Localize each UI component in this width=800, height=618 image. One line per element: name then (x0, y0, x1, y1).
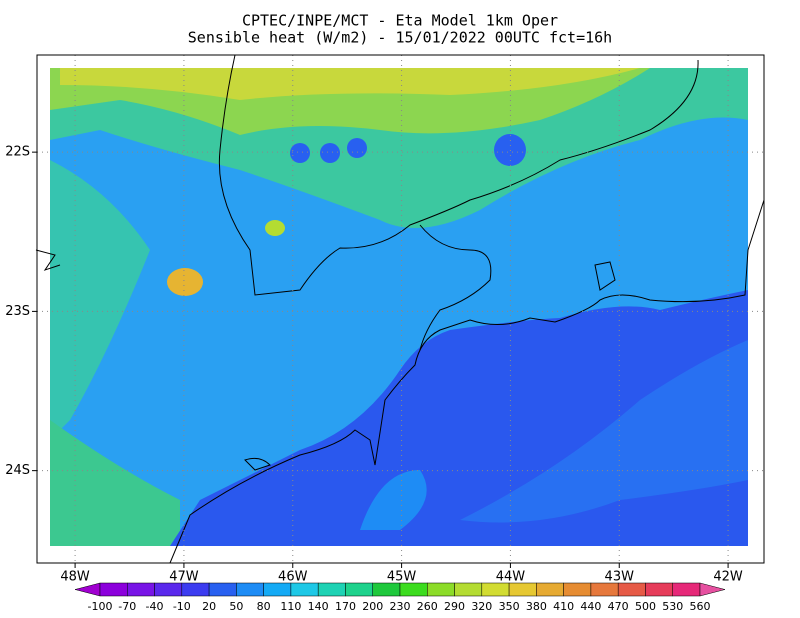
hotspot (265, 220, 285, 236)
coolspot (347, 138, 367, 158)
colorbar-box (372, 582, 401, 597)
lat-label: 23S (5, 304, 30, 319)
colorbar-box (154, 582, 183, 597)
colorbar-label: -70 (118, 600, 136, 613)
colorbar-box (427, 582, 455, 597)
colorbar-box (508, 582, 537, 597)
colorbar-box (672, 582, 701, 597)
hottest-band (60, 68, 640, 100)
colorbar-box (290, 582, 319, 597)
colorbar-label: 500 (635, 600, 656, 613)
lon-label: 47W (169, 570, 199, 585)
colorbar-label: 110 (280, 600, 301, 613)
colorbar-label: 530 (662, 600, 683, 613)
colorbar-label: 560 (690, 600, 711, 613)
colorbar-box (617, 582, 646, 597)
colorbar-end (699, 582, 726, 597)
colorbar-label: 260 (417, 600, 438, 613)
title-line: CPTEC/INPE/MCT - Eta Model 1km Oper (242, 12, 558, 30)
lon-label: 43W (605, 570, 635, 585)
southwest-warm (50, 420, 180, 546)
colorbar-label: 140 (308, 600, 329, 613)
colorbar-label: -40 (146, 600, 164, 613)
colorbar-label: 20 (202, 600, 216, 613)
lon-label: 48W (60, 570, 90, 585)
colorbar-box (645, 582, 673, 597)
lat-label: 22S (5, 145, 30, 160)
colorbar-label: 350 (499, 600, 520, 613)
colorbar-box (127, 582, 155, 597)
coastlines (35, 54, 765, 564)
colorbar-label: 230 (390, 600, 411, 613)
colorbar-label: 440 (580, 600, 601, 613)
hotspot (167, 268, 203, 296)
title-line: Sensible heat (W/m2) - 15/01/2022 00UTC … (188, 29, 612, 47)
colorbar-label: 290 (444, 600, 465, 613)
colorbar-label: -10 (173, 600, 191, 613)
colorbar-box (563, 582, 592, 597)
colorbar-label: 170 (335, 600, 356, 613)
colorbar-box (345, 582, 373, 597)
colorbar-box (263, 582, 292, 597)
colorbar-box (536, 582, 564, 597)
colorbar-box (208, 582, 237, 597)
coolspot (320, 143, 340, 163)
colorbar-label: 410 (553, 600, 574, 613)
lon-label: 46W (278, 570, 308, 585)
colorbar-box (481, 582, 510, 597)
colorbar-box (399, 582, 428, 597)
colorbar-box (590, 582, 619, 597)
colorbar-box (181, 582, 210, 597)
field (50, 68, 748, 546)
colorbar-label: 470 (608, 600, 629, 613)
ocean-warm (460, 340, 748, 523)
colorbar-box (236, 582, 264, 597)
colorbar-label: -100 (88, 600, 113, 613)
lat-label: 24S (5, 463, 30, 478)
map-frame (36, 54, 765, 564)
colorbar-end (74, 582, 101, 597)
colorbar-box (454, 582, 483, 597)
lon-label: 44W (496, 570, 526, 585)
colorbar-label: 320 (471, 600, 492, 613)
lon-label: 45W (387, 570, 417, 585)
colorbar-box (317, 582, 346, 597)
lon-label: 42W (713, 570, 743, 585)
ocean-warm (360, 470, 427, 530)
coolspot (290, 143, 310, 163)
colorbar-label: 50 (229, 600, 243, 613)
colorbar-label: 200 (362, 600, 383, 613)
colorbar-label: 380 (526, 600, 547, 613)
colorbar-box (99, 582, 128, 597)
colorbar-label: 80 (257, 600, 271, 613)
